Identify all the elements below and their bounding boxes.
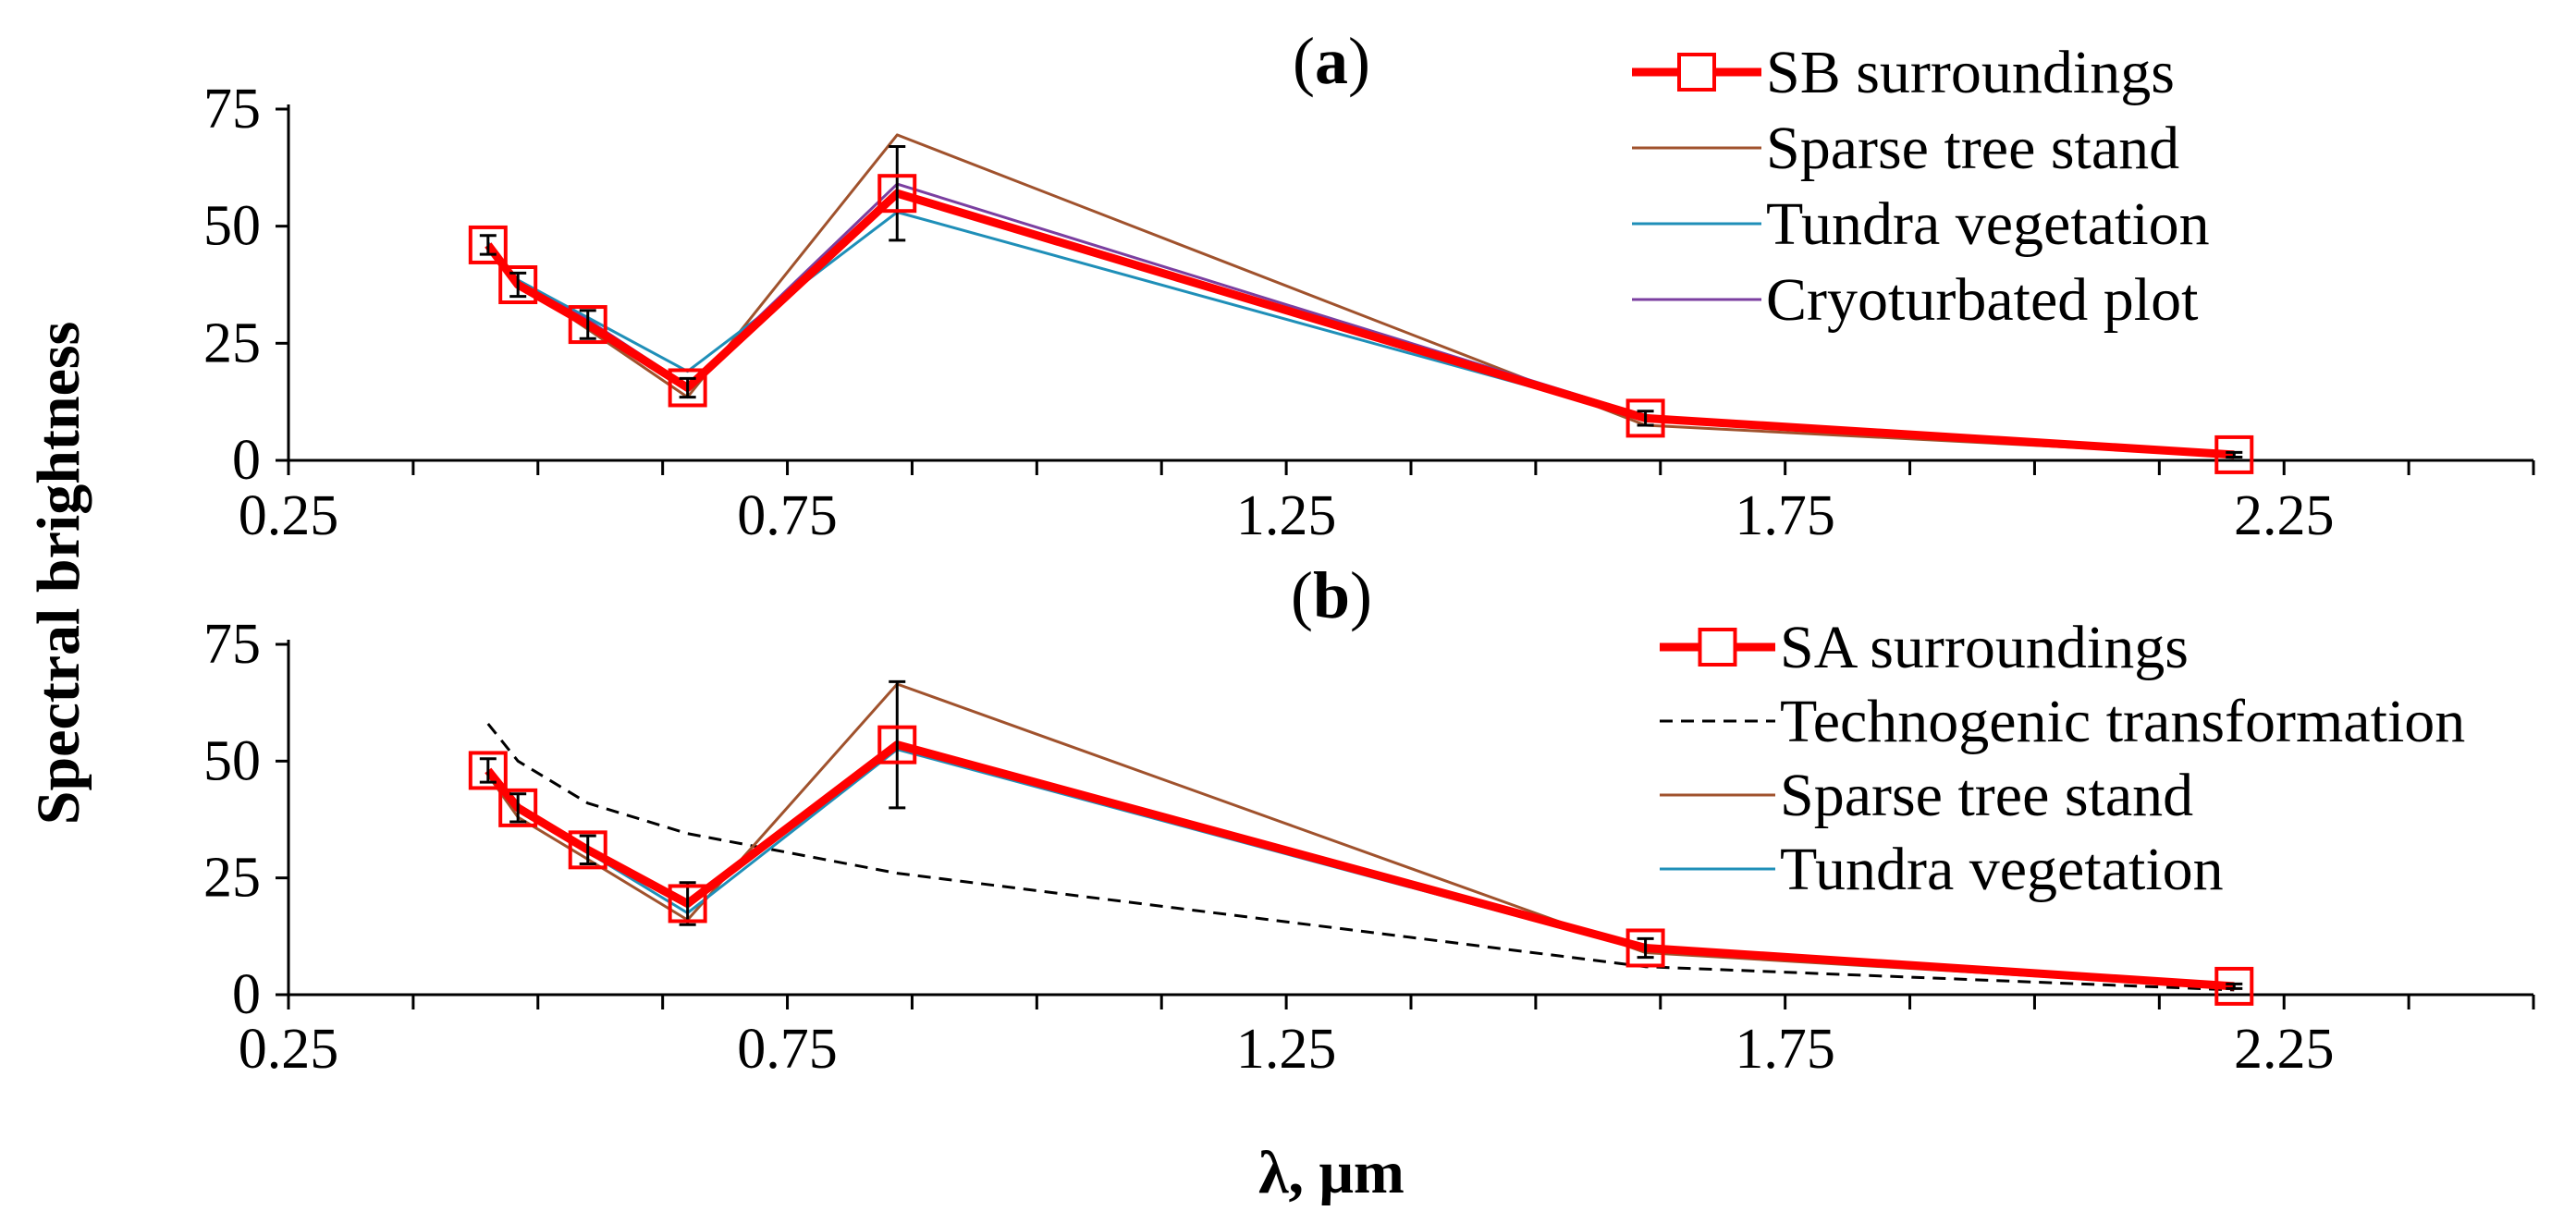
data-point-marker (1625, 398, 1665, 438)
legend-label: Cryoturbated plot (1766, 266, 2198, 334)
legend-label: Tundra vegetation (1780, 836, 2224, 903)
legend-marker (1698, 628, 1737, 667)
data-point-marker (877, 725, 917, 765)
data-point-marker (568, 305, 607, 345)
y-tick-label: 50 (203, 195, 261, 258)
y-tick-label: 0 (232, 429, 261, 492)
x-tick-label: 1.75 (1735, 1018, 1835, 1081)
x-tick-label: 0.25 (239, 484, 339, 547)
x-tick-label: 1.75 (1735, 484, 1835, 547)
y-tick-label: 50 (203, 729, 261, 792)
data-point-marker (498, 265, 538, 304)
data-point-marker (1625, 928, 1665, 968)
panel-label: (b) (1291, 558, 1372, 632)
panel-a-chart: 0 25 50 75 0.25 0.75 1.25 1.75 2.25 (a) SB surroun… (203, 24, 2535, 547)
y-tick-label: 0 (232, 963, 261, 1026)
x-tick-label: 0.75 (737, 1018, 838, 1081)
y-axis-label: Spectral brightness (25, 322, 92, 826)
panel-label: (a) (1293, 24, 1370, 98)
panel-b-chart: 0 25 50 75 0.25 0.75 1.25 1.75 2.25 (b) SA surroun… (203, 558, 2535, 1081)
data-point-marker (498, 788, 538, 827)
legend-marker (1677, 53, 1716, 92)
data-point-marker (2214, 966, 2254, 1006)
data-point-marker (877, 174, 917, 214)
data-point-marker (668, 884, 707, 924)
legend-label: SA surroundings (1780, 614, 2189, 681)
y-tick-label: 25 (203, 847, 261, 910)
x-tick-label: 1.25 (1236, 484, 1337, 547)
x-axis-label: λ, μm (1258, 1139, 1405, 1206)
x-tick-label: 1.25 (1236, 1018, 1337, 1081)
x-tick-label: 2.25 (2234, 484, 2335, 547)
x-tick-label: 0.25 (239, 1018, 339, 1081)
legend-label: Sparse tree stand (1780, 762, 2193, 829)
legend-label: Tundra vegetation (1766, 190, 2210, 258)
legend-label: Technogenic transformation (1780, 688, 2465, 755)
data-point-marker (2214, 434, 2254, 474)
y-tick-label: 75 (203, 613, 261, 676)
legend-label: Sparse tree stand (1766, 115, 2179, 182)
data-point-marker (668, 368, 707, 408)
y-tick-label: 75 (203, 78, 261, 141)
x-tick-label: 2.25 (2234, 1018, 2335, 1081)
y-tick-label: 25 (203, 312, 261, 374)
data-point-marker (468, 225, 508, 264)
x-tick-label: 0.75 (737, 484, 838, 547)
data-point-marker (468, 751, 508, 790)
legend-label: SB surroundings (1766, 39, 2175, 106)
data-point-marker (568, 830, 607, 870)
